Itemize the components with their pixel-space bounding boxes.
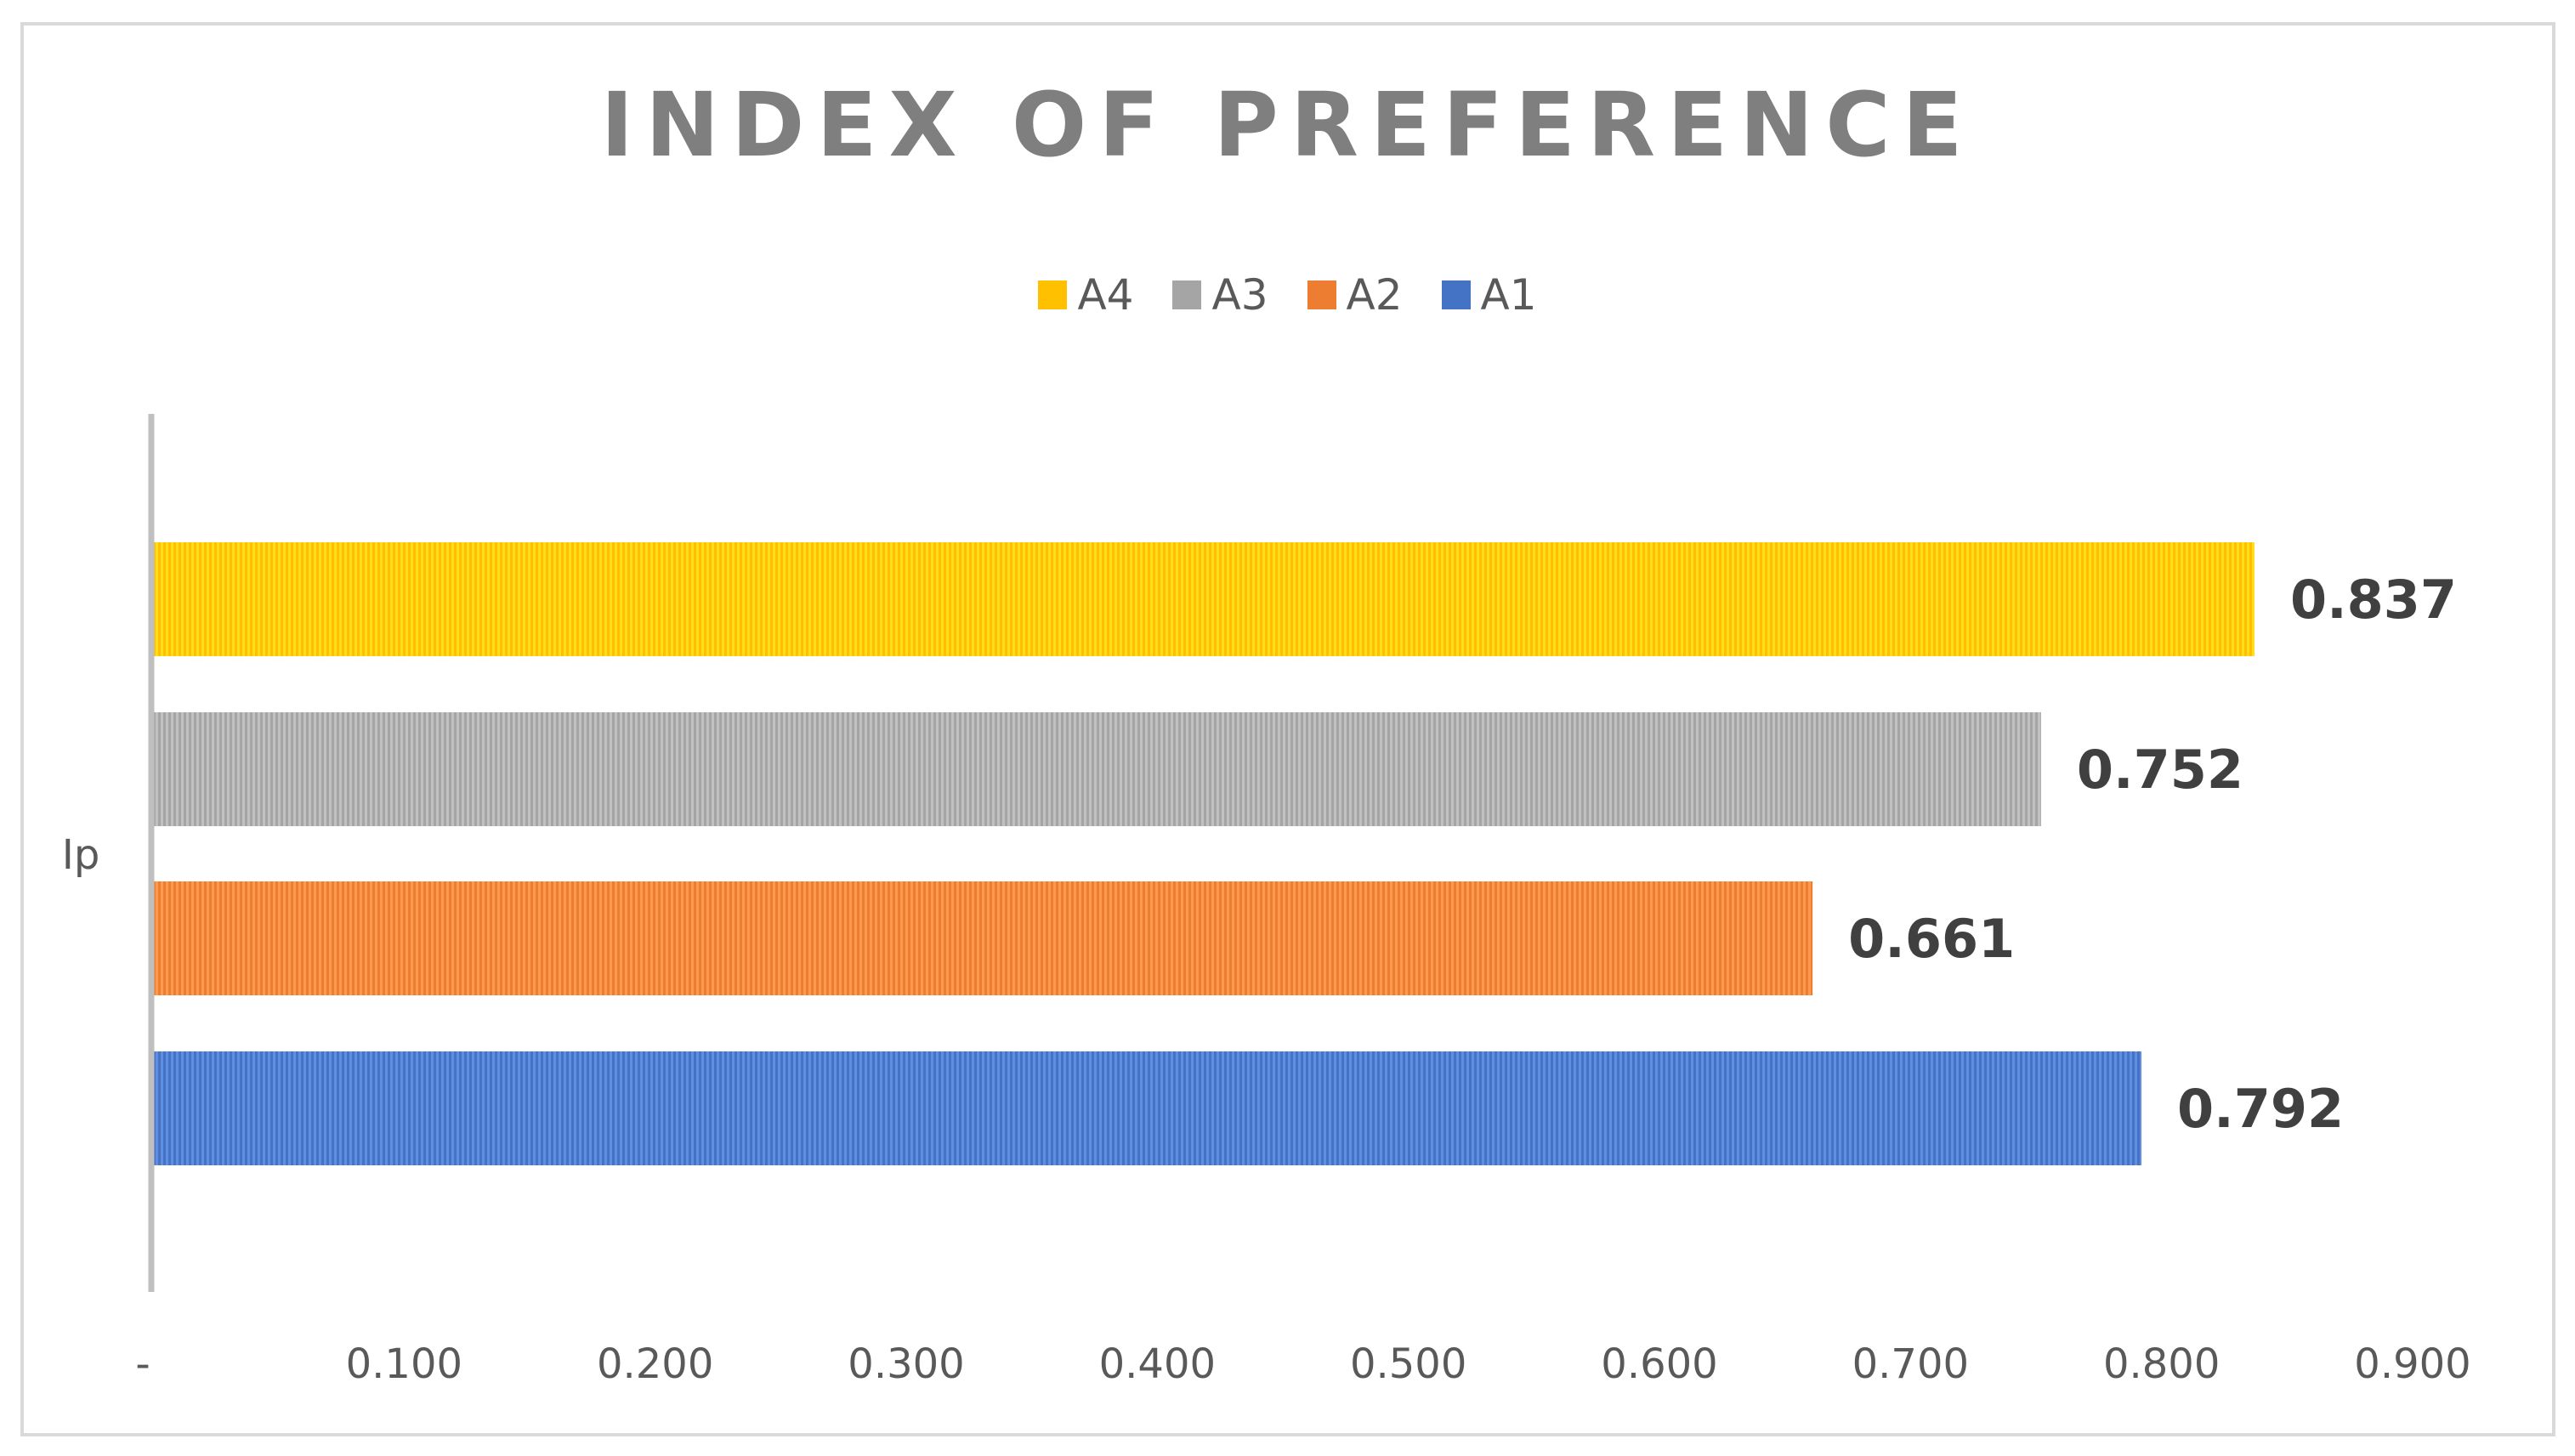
legend-item-a2: A2 (1307, 270, 1403, 320)
x-tick-label: 0.500 (1350, 1340, 1466, 1388)
category-label: Ip (62, 831, 100, 879)
x-tick-label: 0.600 (1601, 1340, 1717, 1388)
x-tick-label: 0.400 (1099, 1340, 1216, 1388)
legend-swatch-a3 (1172, 280, 1202, 309)
x-tick-label: 0.900 (2354, 1340, 2470, 1388)
legend-swatch-a4 (1038, 280, 1068, 309)
data-label-a4: 0.837 (2290, 569, 2457, 631)
chart-title: INDEX OF PREFERENCE (600, 73, 1975, 177)
data-label-a1: 0.792 (2177, 1078, 2344, 1140)
bar-a3 (153, 712, 2041, 826)
x-tick-label: 0.800 (2103, 1340, 2220, 1388)
legend-swatch-a1 (1441, 280, 1471, 309)
legend: A4 A3 A2 A1 (0, 270, 2575, 320)
bar-a1 (153, 1051, 2142, 1165)
data-labels-layer: 0.792 0.661 0.752 0.837 (1848, 569, 2457, 1140)
x-tick-label: 0.700 (1852, 1340, 1969, 1388)
legend-label-a2: A2 (1346, 270, 1403, 320)
legend-item-a3: A3 (1172, 270, 1268, 320)
legend-label-a1: A1 (1480, 270, 1537, 320)
legend-label-a4: A4 (1077, 270, 1134, 320)
bars-layer (153, 542, 2255, 1165)
legend-swatch-a2 (1307, 280, 1336, 309)
data-label-a2: 0.661 (1848, 908, 2015, 970)
bar-a4 (153, 542, 2255, 656)
x-tick-label: 0.300 (848, 1340, 964, 1388)
x-tick-label: - (135, 1340, 150, 1388)
legend-item-a1: A1 (1441, 270, 1537, 320)
legend-label-a3: A3 (1211, 270, 1268, 320)
axis-layer: Ip - 0.100 0.200 0.300 0.400 0.500 0.600 0.700 0.… (62, 414, 2471, 1388)
bar-a2 (153, 881, 1813, 995)
x-tick-label: 0.100 (346, 1340, 462, 1388)
x-tick-label: 0.200 (597, 1340, 713, 1388)
data-label-a3: 0.752 (2077, 739, 2243, 801)
legend-item-a4: A4 (1038, 270, 1133, 320)
